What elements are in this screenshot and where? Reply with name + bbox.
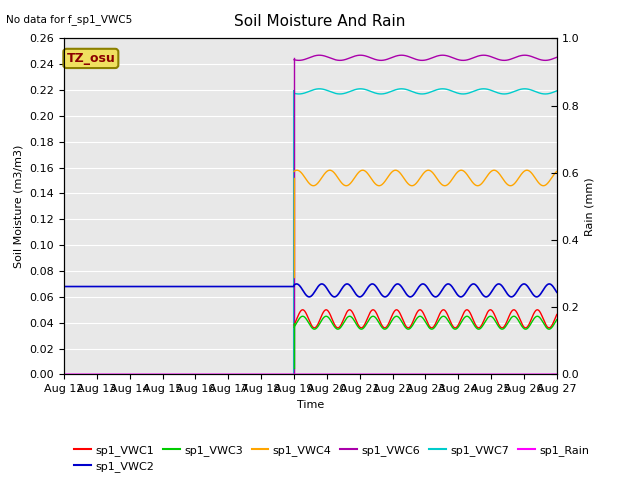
- Y-axis label: Soil Moisture (m3/m3): Soil Moisture (m3/m3): [14, 144, 24, 268]
- Text: No data for f_sp1_VWC5: No data for f_sp1_VWC5: [6, 14, 132, 25]
- Text: TZ_osu: TZ_osu: [67, 52, 115, 65]
- Legend: sp1_VWC1, sp1_VWC2, sp1_VWC3, sp1_VWC4, sp1_VWC6, sp1_VWC7, sp1_Rain: sp1_VWC1, sp1_VWC2, sp1_VWC3, sp1_VWC4, …: [70, 441, 594, 477]
- Y-axis label: Rain (mm): Rain (mm): [585, 177, 595, 236]
- X-axis label: Time: Time: [297, 400, 324, 409]
- Text: Soil Moisture And Rain: Soil Moisture And Rain: [234, 14, 406, 29]
